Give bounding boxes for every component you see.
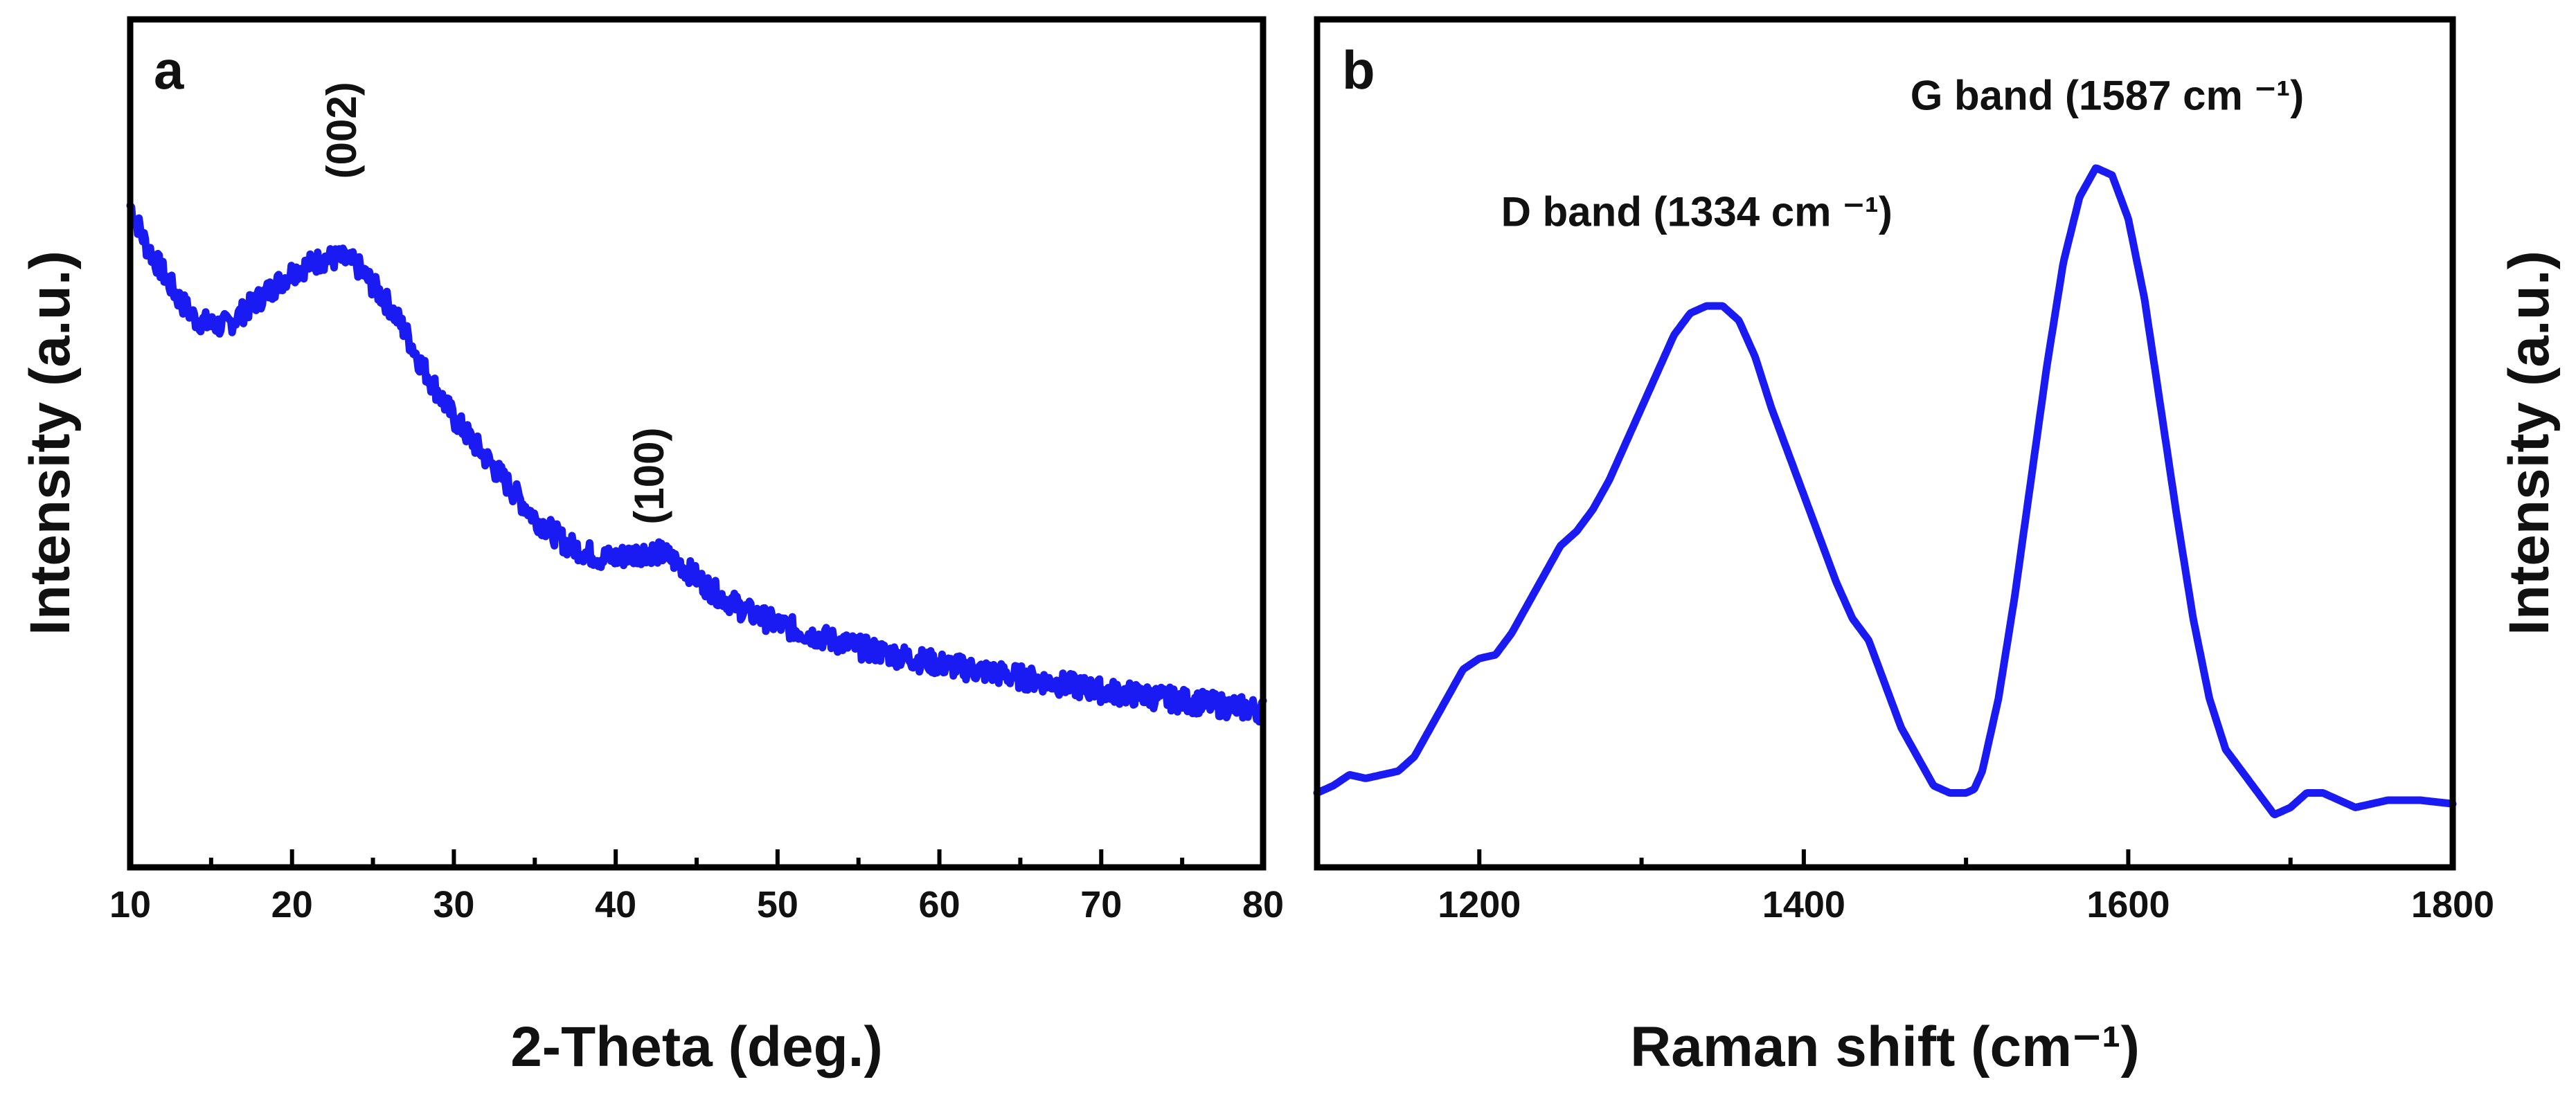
panel-a-x-tick-label-30: 30: [433, 884, 474, 925]
panel-b-annotation-d-band: D band (1334 cm ⁻¹): [1501, 189, 1893, 235]
panel-a-x-tick-label-20: 20: [271, 884, 313, 925]
panel-b-tick-labels: 1200 1400 1600 1800: [1438, 884, 2494, 925]
panel-a-tick-labels: 10 20 30 40 50 60 70 80: [109, 884, 1284, 925]
panel-a-annotation-100: (100): [626, 428, 672, 525]
panel-b-frame: [1314, 16, 2456, 871]
panel-a-x-tick-label-40: 40: [595, 884, 636, 925]
panel-a-x-tick-label-70: 70: [1080, 884, 1122, 925]
panel-a-x-tick-label-10: 10: [109, 884, 151, 925]
panel-a-x-tick-label-60: 60: [919, 884, 960, 925]
panel-a-x-tick-label-80: 80: [1242, 884, 1284, 925]
panel-a-x-axis-title: 2-Theta (deg.): [510, 1015, 883, 1078]
panel-a: 10 20 30 40 50 60 70 80 a (002) (100) 2-Theta (…: [19, 16, 1284, 1078]
panel-a-frame: [127, 16, 1267, 871]
panel-b-x-tick-label-1200: 1200: [1438, 884, 1521, 925]
panel-b-series-line: [1313, 164, 2457, 819]
panel-b-annotation-g-band: G band (1587 cm ⁻¹): [1911, 73, 2304, 119]
panel-b-x-tick-label-1800: 1800: [2411, 884, 2494, 925]
panel-a-series-line: [126, 201, 1267, 726]
panel-b: 1200 1400 1600 1800 b D band (1334 cm ⁻¹) G…: [1313, 16, 2561, 1078]
panel-a-label: a: [154, 39, 184, 100]
panel-b-x-tick-label-1600: 1600: [2086, 884, 2170, 925]
panel-a-annotation-002: (002): [319, 82, 365, 179]
panel-a-y-axis-title: Intensity (a.u.): [19, 251, 82, 635]
panel-a-x-tick-label-50: 50: [757, 884, 798, 925]
panel-b-label: b: [1342, 39, 1375, 100]
panel-b-x-axis-title: Raman shift (cm⁻¹): [1630, 1015, 2140, 1078]
panel-b-y-axis-title: Intensity (a.u.): [2498, 251, 2561, 635]
panel-b-x-tick-label-1400: 1400: [1762, 884, 1845, 925]
